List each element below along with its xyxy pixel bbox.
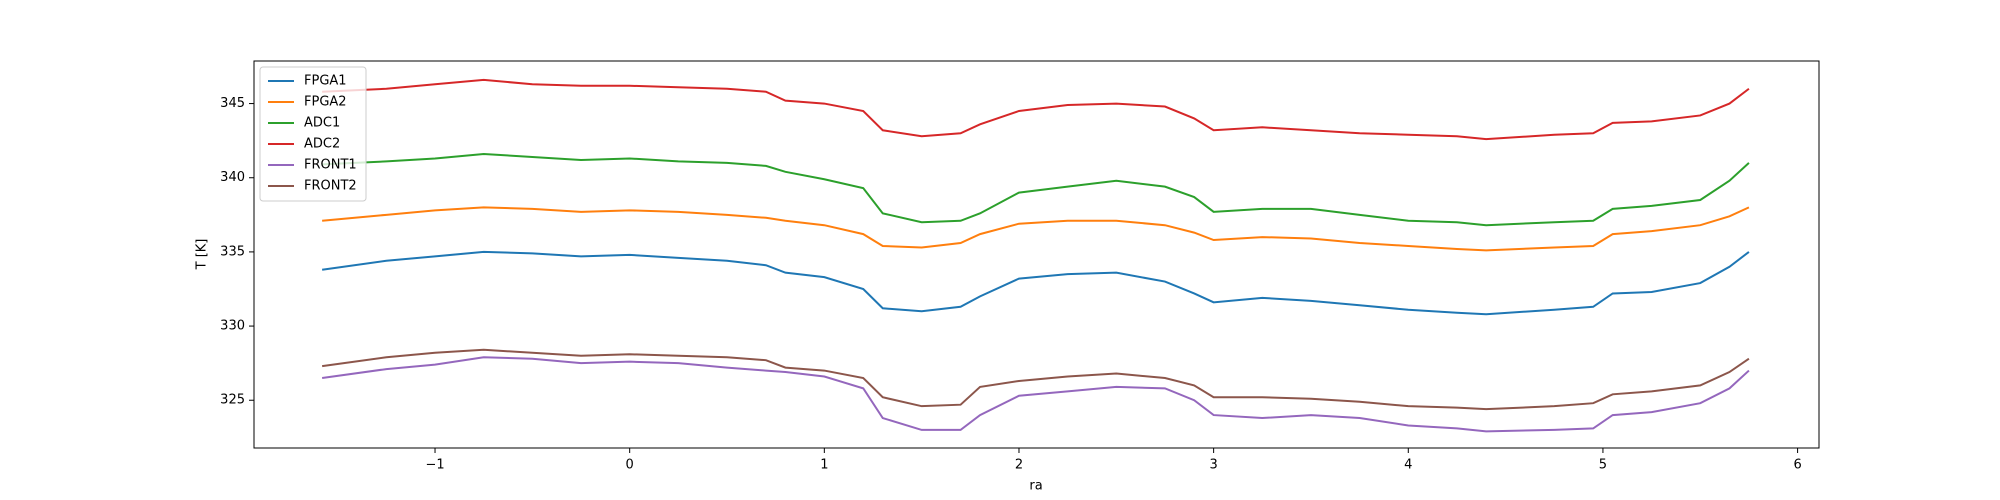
x-axis-label: ra bbox=[1029, 479, 1042, 494]
y-tick-label: 345 bbox=[220, 96, 245, 111]
series-line bbox=[321, 348, 1750, 411]
y-tick-label: 330 bbox=[220, 319, 245, 334]
legend-label: FRONT2 bbox=[304, 179, 357, 194]
x-tick-label: 6 bbox=[1793, 458, 1801, 473]
legend-label: ADC2 bbox=[304, 137, 340, 152]
legend-label: ADC1 bbox=[304, 116, 340, 131]
y-tick-label: 335 bbox=[220, 244, 245, 259]
y-axis-label: T [K] bbox=[195, 239, 210, 271]
x-tick-label: 0 bbox=[626, 458, 634, 473]
x-tick-label: 1 bbox=[820, 458, 828, 473]
legend-box bbox=[259, 66, 367, 202]
x-tick-label: 5 bbox=[1599, 458, 1607, 473]
series-line bbox=[322, 206, 1750, 252]
legend-label: FRONT1 bbox=[304, 158, 357, 173]
series-line bbox=[321, 250, 1750, 316]
series-line bbox=[322, 78, 1750, 141]
x-tick-label: −1 bbox=[425, 458, 444, 473]
legend-label: FPGA1 bbox=[304, 74, 347, 89]
y-tick-label: 340 bbox=[220, 170, 245, 185]
series-line bbox=[321, 356, 1750, 433]
series-line bbox=[322, 152, 1750, 227]
plot-frame bbox=[253, 60, 1820, 449]
legend-label: FPGA2 bbox=[304, 95, 347, 110]
x-tick-label: 4 bbox=[1404, 458, 1412, 473]
x-tick-label: 3 bbox=[1209, 458, 1217, 473]
x-tick-label: 2 bbox=[1015, 458, 1023, 473]
y-tick-label: 325 bbox=[220, 393, 245, 408]
